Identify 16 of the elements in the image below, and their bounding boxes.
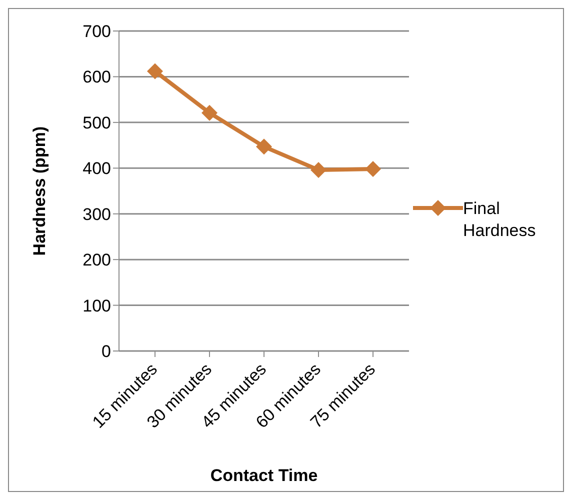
y-tick-label: 500 [82, 113, 111, 132]
legend-label: Final Hardness [463, 198, 537, 242]
y-tick-label: 200 [82, 250, 111, 270]
point [147, 63, 163, 80]
point [365, 161, 381, 178]
y-tick-label: 700 [82, 22, 111, 42]
point [310, 162, 326, 178]
point [256, 138, 272, 155]
y-tick-label: 0 [102, 342, 111, 362]
y-tick-label: 300 [82, 204, 111, 224]
point [202, 104, 218, 121]
y-tick-label: 400 [82, 159, 111, 178]
y-tick-label: 600 [82, 68, 111, 87]
y-tick-label: 100 [82, 296, 111, 316]
x-axis-title: Contact Time [210, 466, 318, 485]
y-axis-title: Hardness (ppm) [30, 126, 50, 256]
